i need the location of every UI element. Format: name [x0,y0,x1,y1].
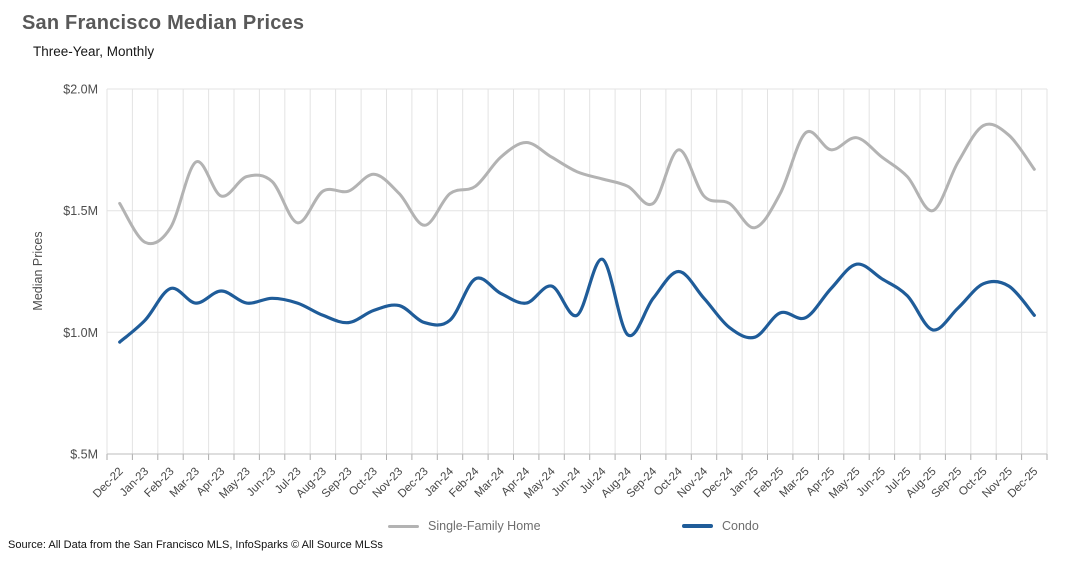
y-axis-labels: $2.0M $1.5M $1.0M $.5M [63,83,98,462]
vertical-gridlines [106,89,1048,460]
x-tick-label: Dec-22 [91,466,126,501]
legend-label-single-family: Single-Family Home [428,519,541,533]
page-subtitle: Three-Year, Monthly [33,44,155,59]
x-tick-label: Jun-25 [855,466,888,499]
page-title: San Francisco Median Prices [22,12,305,34]
x-tick-label: Jun-23 [245,466,278,499]
single-family-line [118,122,1036,246]
y-tick-label: $2.0M [63,83,98,97]
x-tick-label: Jun-24 [550,465,584,499]
single-family-line-swatch [388,524,419,528]
x-axis-labels: Dec-22Jan-23Feb-23Mar-23Apr-23May-23Jun-… [91,465,1040,501]
legend-item-single-family: Single-Family Home [388,519,541,533]
source-attribution: Source: All Data from the San Francisco … [8,539,383,551]
legend-item-condo: Condo [682,519,759,533]
y-tick-label: $1.5M [63,204,98,218]
condo-line-swatch [682,524,713,528]
y-tick-label: $.5M [70,448,98,462]
legend-label-condo: Condo [722,519,759,533]
horizontal-gridlines [107,88,1047,455]
y-axis-title: Median Prices [31,231,45,310]
y-tick-label: $1.0M [63,326,98,340]
x-tick-label: Mar-24 [473,465,508,500]
condo-line [118,257,1036,344]
